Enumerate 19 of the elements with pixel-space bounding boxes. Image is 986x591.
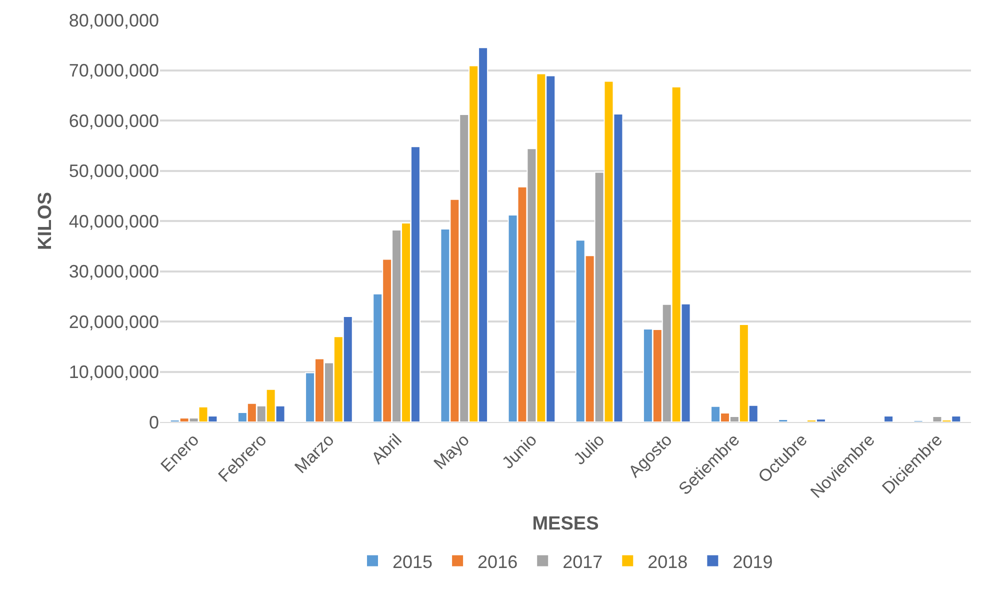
y-tick-label: 80,000,000 (68, 10, 159, 30)
x-axis-title: MESES (532, 514, 599, 535)
legend-label: 2019 (732, 552, 773, 572)
y-tick-label: 60,000,000 (68, 110, 159, 131)
y-tick-label: 50,000,000 (68, 161, 159, 182)
y-tick-label: 70,000,000 (68, 60, 159, 81)
x-tick-label: Julio (570, 430, 608, 468)
y-tick-label: 20,000,000 (68, 312, 159, 332)
legend-label: 2017 (562, 552, 603, 572)
bar (884, 415, 894, 422)
legend-label: 2018 (648, 552, 688, 572)
legend-label: 2016 (478, 552, 518, 572)
y-tick-label: 10,000,000 (68, 362, 159, 382)
y-axis-title: KILOS (34, 192, 56, 250)
bar (778, 418, 788, 422)
y-tick-label: 0 (148, 412, 159, 432)
y-tick-label: 30,000,000 (68, 262, 159, 282)
legend-label: 2015 (392, 552, 433, 572)
y-tick-label: 40,000,000 (68, 211, 159, 232)
